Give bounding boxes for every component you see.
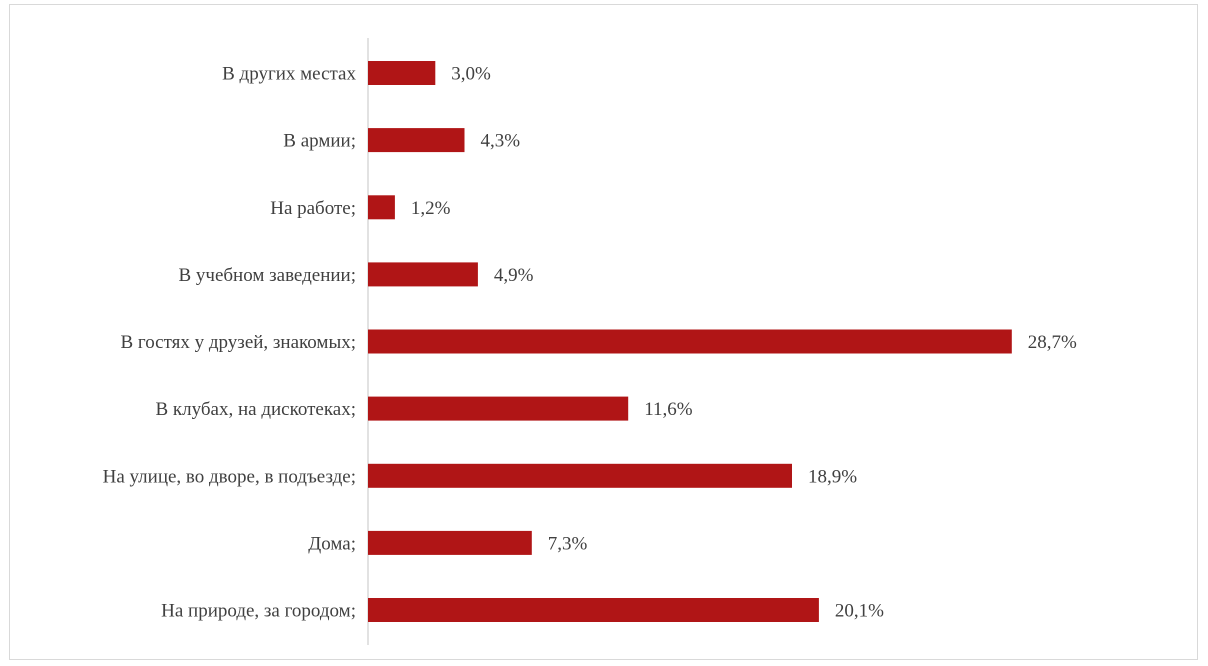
value-label: 11,6%	[644, 399, 693, 420]
category-label: В клубах, на дискотеках;	[155, 399, 356, 420]
bar	[368, 463, 792, 488]
bar	[368, 530, 532, 555]
category-label: Дома;	[308, 533, 356, 554]
category-label: В армии;	[283, 131, 356, 152]
bar	[368, 329, 1012, 354]
value-label: 1,2%	[411, 198, 451, 219]
category-label: В учебном заведении;	[178, 265, 356, 286]
value-label: 7,3%	[548, 533, 588, 554]
category-label: На работе;	[270, 198, 356, 219]
value-label: 28,7%	[1028, 332, 1077, 353]
bar	[368, 262, 478, 287]
value-label: 4,9%	[494, 265, 534, 286]
value-label: 4,3%	[481, 131, 521, 152]
bar	[368, 396, 629, 421]
bar	[368, 128, 465, 153]
value-labels-group: 3,0% 4,3% 1,2% 4,9% 28,7% 11,6% 18,9% 7,3% 20,1%	[411, 64, 1077, 622]
bar	[368, 195, 395, 220]
value-label: 20,1%	[835, 601, 884, 622]
category-labels-group: В других местах В армии; На работе; В учебн…	[103, 64, 357, 622]
bar	[368, 61, 436, 85]
category-label: На природе, за городом;	[161, 601, 356, 622]
category-label: В гостях у друзей, знакомых;	[120, 332, 356, 353]
bars-group	[368, 61, 1012, 622]
category-label: На улице, во дворе, в подъезде;	[103, 466, 356, 487]
bar	[368, 598, 819, 622]
value-label: 18,9%	[808, 466, 857, 487]
category-label: В других местах	[222, 64, 356, 85]
value-label: 3,0%	[451, 64, 491, 85]
